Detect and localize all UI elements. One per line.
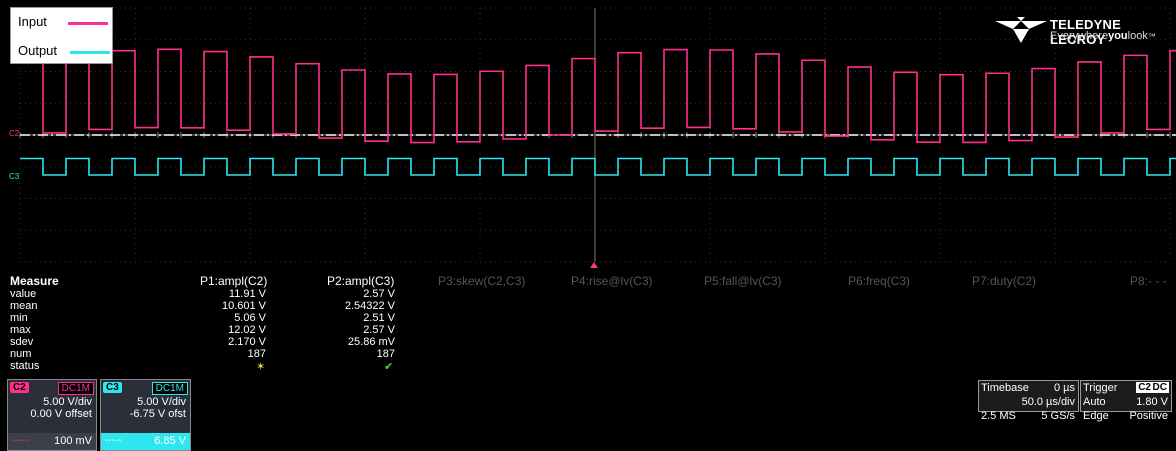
c3-trace-label: C3 (9, 172, 20, 181)
measure-row-label: num (10, 348, 32, 360)
p1-min: 5.06 V (234, 312, 266, 324)
p1-mean: 10.601 V (221, 300, 266, 312)
c2-vdiv: 5.00 V/div (43, 396, 92, 408)
trigger-source: C2 (1136, 382, 1153, 393)
p2-sdev: 25.86 mV (347, 336, 395, 348)
legend-input-swatch (68, 22, 108, 25)
legend-input-label: Input (18, 14, 47, 29)
measure-header-p5[interactable]: P5:fall@lv(C3) (704, 274, 782, 288)
c2-level-marker-icon: -·-·- (12, 435, 29, 446)
trigger-level: 1.80 V (1136, 396, 1168, 408)
measure-title: Measure (10, 274, 59, 288)
legend-output-swatch (70, 51, 110, 54)
measure-header-p4[interactable]: P4:rise@lv(C3) (571, 274, 653, 288)
trigger-descriptor[interactable]: Trigger C2 DC Auto 1.80 V Edge Positive (1080, 380, 1172, 422)
teledyne-lecroy-logo: TELEDYNE LECROY Everywhereyoulook™ (995, 17, 1165, 47)
p2-max: 2.57 V (363, 324, 395, 336)
c2-tag: C2 (10, 382, 29, 393)
p1-sdev: 2.170 V (228, 336, 266, 348)
input-trace (20, 48, 1176, 144)
lecroy-logo-icon (995, 17, 1047, 43)
c3-bottom-value: 6.85 V (154, 435, 186, 447)
timebase-label: Timebase (981, 382, 1029, 394)
check-icon: ✔ (384, 361, 394, 373)
c3-level-marker-icon: -·-·- (105, 435, 122, 446)
measure-header-p6[interactable]: P6:freq(C3) (848, 274, 911, 288)
measure-row-label: min (10, 312, 28, 324)
measure-header-p8[interactable]: P8:- - - (1130, 274, 1167, 288)
c2-coupling: DC1M (57, 382, 94, 395)
channel-c3-descriptor[interactable]: C3 DC1M 5.00 V/div -6.75 V ofst -·-·- 6.… (100, 379, 191, 451)
legend-output-label: Output (18, 43, 58, 58)
timebase-delay: 0 µs (1053, 382, 1075, 394)
output-trace (20, 157, 1176, 176)
p2-num: 187 (376, 348, 395, 360)
trace-legend: Input Output (10, 7, 113, 64)
measure-row-label: sdev (10, 336, 34, 348)
logo-brand-text: TELEDYNE LECROY (1050, 17, 1121, 47)
c2-bottom-bar: -·-·- 100 mV (8, 433, 96, 450)
measure-row-label: status (10, 360, 40, 372)
c3-coupling: DC1M (151, 382, 188, 395)
trigger-mode: Auto (1083, 396, 1106, 408)
p2-min: 2.51 V (363, 312, 395, 324)
p2-mean: 2.54322 V (344, 300, 395, 312)
warning-icon: ✶ (256, 361, 266, 373)
measure-row-label: max (10, 324, 31, 336)
trigger-slope: Positive (1129, 410, 1168, 422)
measure-row-label: value (10, 288, 37, 300)
trigger-position-marker[interactable] (590, 262, 598, 268)
c3-bottom-bar: -·-·- 6.85 V (101, 433, 190, 450)
measure-header-p2[interactable]: P2:ampl(C3) (327, 274, 395, 288)
timebase-samples: 2.5 MS (981, 410, 1016, 422)
timebase-descriptor[interactable]: Timebase 0 µs 50.0 µs/div 2.5 MS 5 GS/s (978, 380, 1079, 422)
trigger-type: Edge (1083, 410, 1109, 422)
p1-value: 11.91 V (228, 288, 266, 300)
trigger-coupling: DC (1150, 382, 1169, 393)
logo-tagline: Everywhereyoulook™ (1050, 30, 1156, 42)
measure-header-p7[interactable]: P7:duty(C2) (972, 274, 1037, 288)
measure-row-label: mean (10, 300, 38, 312)
trigger-label: Trigger (1083, 382, 1118, 394)
waveform-grid (19, 7, 1176, 268)
c3-tag: C3 (103, 382, 122, 393)
channel-c2-descriptor[interactable]: C2 DC1M 5.00 V/div 0.00 V offset -·-·- 1… (7, 379, 97, 451)
measure-header-p3[interactable]: P3:skew(C2,C3) (438, 274, 526, 288)
c3-vdiv: 5.00 V/div (137, 396, 186, 408)
c2-trace-label: C2 (9, 129, 20, 138)
p1-max: 12.02 V (228, 324, 266, 336)
timebase-rate: 5 GS/s (1041, 410, 1075, 422)
c2-bottom-value: 100 mV (54, 435, 92, 447)
measure-table: Measure P1:ampl(C2) P2:ampl(C3) P3:skew(… (0, 271, 1176, 379)
p2-value: 2.57 V (363, 288, 395, 300)
timebase-tdiv: 50.0 µs/div (1021, 396, 1075, 408)
c3-offset: -6.75 V ofst (129, 408, 186, 420)
c2-offset: 0.00 V offset (30, 408, 92, 420)
measure-header-p1[interactable]: P1:ampl(C2) (200, 274, 268, 288)
p1-num: 187 (247, 348, 266, 360)
